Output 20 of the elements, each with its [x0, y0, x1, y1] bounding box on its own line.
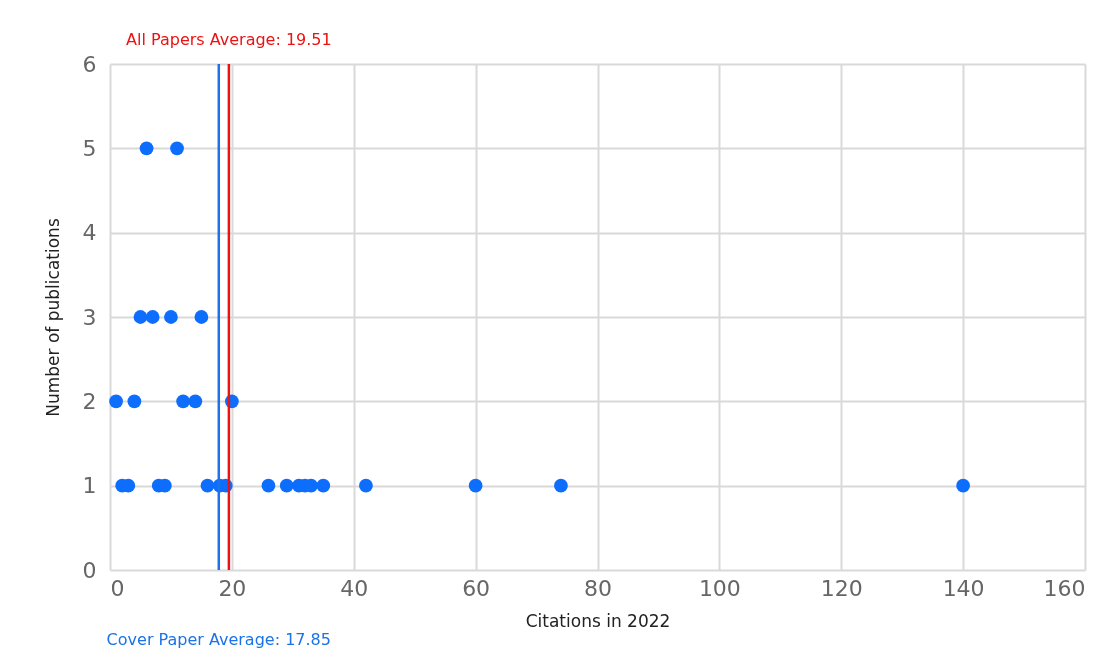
y-tick-label: 1 [82, 473, 97, 499]
x-tick-label: 80 [584, 575, 612, 601]
x-tick-label: 20 [218, 575, 247, 601]
x-tick-label: 100 [698, 575, 741, 601]
ref-line-label: All Papers Average: 19.51 [126, 30, 332, 49]
y-tick-label: 4 [82, 220, 97, 246]
ref-line-label: Cover Paper Average: 17.85 [106, 630, 331, 649]
y-tick-label: 3 [82, 304, 97, 330]
x-tick-label: 60 [462, 575, 491, 601]
y-tick-label: 0 [82, 557, 97, 583]
x-tick-label: 120 [820, 575, 863, 601]
x-tick-label: 160 [1043, 575, 1086, 601]
x-tick-label: 0 [110, 575, 125, 601]
y-axis-title: Number of publications [42, 218, 63, 417]
y-tick-label: 5 [82, 135, 97, 161]
x-axis-title: Citations in 2022 [525, 610, 671, 631]
y-tick-label: 6 [82, 51, 97, 77]
x-tick-label: 140 [942, 575, 985, 601]
x-tick-label: 40 [340, 575, 369, 601]
y-tick-label: 2 [82, 388, 97, 414]
